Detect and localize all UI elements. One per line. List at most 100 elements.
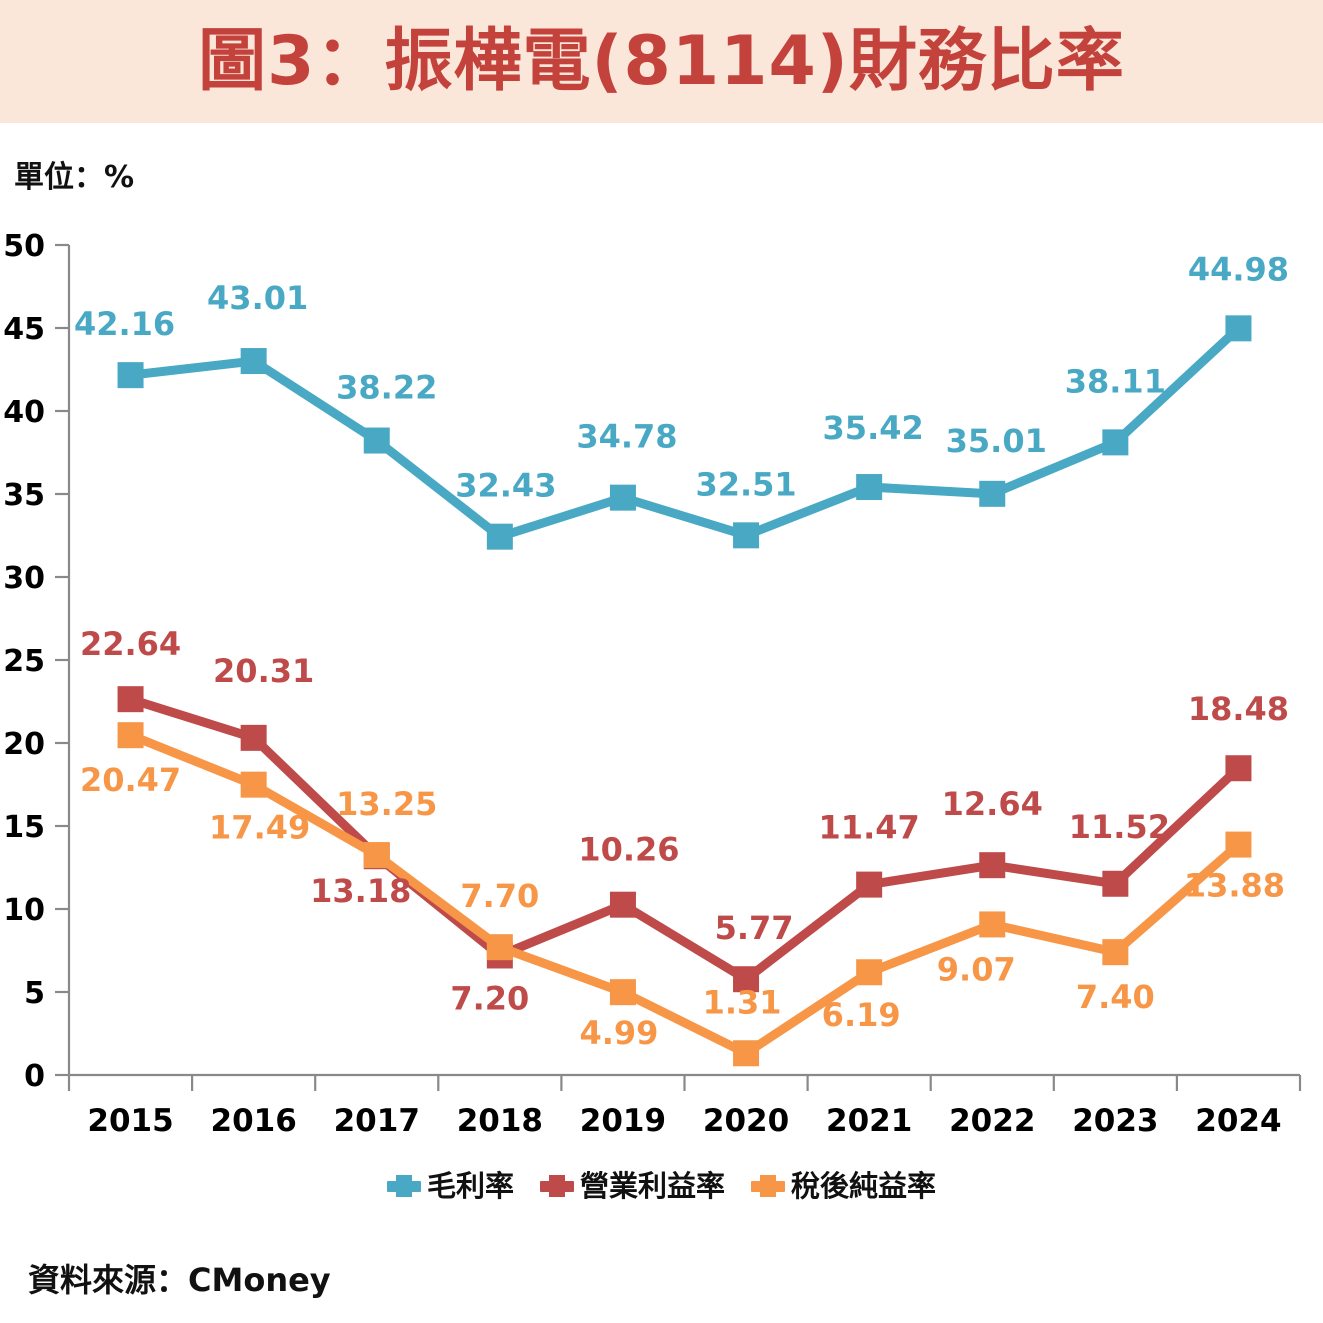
data-point-marker[interactable] — [979, 852, 1006, 879]
data-point-label: 6.19 — [822, 996, 901, 1034]
y-tick-label: 0 — [24, 1059, 45, 1094]
legend-swatch-icon-net-margin — [751, 1175, 785, 1197]
data-point-marker[interactable] — [1225, 315, 1252, 342]
data-point-marker[interactable] — [979, 911, 1006, 938]
data-point-label: 43.01 — [207, 279, 308, 317]
data-point-marker[interactable] — [240, 724, 267, 751]
page-title: 圖3：振樺電(8114)財務比率 — [198, 21, 1125, 101]
data-point-marker[interactable] — [1225, 831, 1252, 858]
x-tick-label: 2016 — [211, 1103, 297, 1139]
data-point-label: 1.31 — [703, 983, 782, 1021]
data-point-label: 38.11 — [1065, 362, 1166, 400]
legend-item-net-margin[interactable]: 稅後純益率 — [751, 1172, 936, 1201]
data-point-label: 11.47 — [819, 809, 920, 847]
data-point-marker[interactable] — [609, 891, 636, 918]
legend-label-operating-margin: 營業利益率 — [579, 1169, 725, 1203]
legend-label-net-margin: 稅後純益率 — [791, 1169, 937, 1203]
legend-item-operating-margin[interactable]: 營業利益率 — [539, 1169, 725, 1203]
data-labels-layer: 42.16 43.01 38.22 32.43 34.78 32.51 35.42 35.01… — [74, 250, 1289, 1052]
data-point-marker[interactable] — [1102, 939, 1129, 966]
data-point-label: 20.47 — [80, 761, 181, 799]
data-point-label: 22.64 — [80, 625, 181, 663]
data-point-label: 42.16 — [74, 305, 175, 343]
data-point-label: 9.07 — [937, 950, 1016, 988]
data-point-label: 13.18 — [310, 872, 411, 910]
data-point-label: 5.77 — [715, 909, 794, 947]
y-tick-label: 50 — [3, 229, 45, 264]
data-point-label: 35.01 — [946, 422, 1047, 460]
data-point-label: 20.31 — [213, 652, 314, 690]
title-banner: 圖3：振樺電(8114)財務比率 — [0, 0, 1323, 123]
data-point-marker[interactable] — [609, 484, 636, 511]
y-tick-label: 35 — [3, 478, 45, 513]
y-tick-label: 20 — [3, 727, 45, 762]
data-point-label: 7.40 — [1076, 978, 1155, 1016]
data-point-label: 7.20 — [450, 979, 529, 1017]
data-point-marker[interactable] — [856, 871, 883, 898]
data-point-marker[interactable] — [1102, 870, 1129, 897]
data-point-label: 7.70 — [460, 877, 539, 915]
data-point-label: 32.43 — [455, 467, 556, 505]
legend-item-gross-margin[interactable]: 毛利率 — [386, 1169, 514, 1203]
data-point-marker[interactable] — [240, 771, 267, 798]
y-tick-label: 10 — [3, 893, 45, 928]
data-point-marker[interactable] — [117, 722, 144, 749]
data-point-marker[interactable] — [117, 686, 144, 713]
x-tick-label: 2020 — [703, 1103, 789, 1139]
series-line — [126, 730, 1243, 1058]
legend-swatch-icon-gross-margin — [386, 1175, 421, 1197]
series-3 — [117, 722, 1252, 1067]
y-tick-label: 40 — [3, 395, 45, 430]
legend-swatch-icon-operating-margin — [539, 1175, 574, 1197]
data-point-marker[interactable] — [856, 474, 883, 501]
data-point-marker[interactable] — [486, 934, 513, 961]
x-tick-label: 2024 — [1195, 1103, 1281, 1139]
x-tick-label: 2021 — [826, 1103, 912, 1139]
data-point-marker[interactable] — [240, 348, 267, 375]
data-point-marker[interactable] — [733, 522, 760, 549]
y-tick-label: 25 — [3, 644, 45, 679]
data-point-marker[interactable] — [979, 480, 1006, 507]
x-axis-tick-labels: 2015 2016 2017 2018 2019 2020 2021 2022 2023 2024 — [87, 1103, 1281, 1139]
data-point-marker[interactable] — [733, 1040, 760, 1067]
x-tick-label: 2022 — [949, 1103, 1035, 1139]
data-point-label: 34.78 — [576, 418, 677, 456]
data-point-label: 10.26 — [578, 831, 679, 869]
data-point-label: 35.42 — [823, 409, 924, 447]
data-point-label: 17.49 — [209, 809, 310, 847]
data-point-label: 11.52 — [1069, 808, 1170, 846]
data-point-marker[interactable] — [117, 362, 144, 389]
data-point-label: 38.22 — [336, 369, 437, 407]
series-line — [126, 694, 1243, 984]
data-point-marker[interactable] — [1225, 755, 1252, 782]
data-point-marker[interactable] — [363, 842, 390, 869]
chart-legend: 毛利率 營業利益率 稅後純益率 — [0, 1172, 1323, 1201]
data-point-label: 32.51 — [695, 465, 796, 503]
data-point-label: 18.48 — [1188, 690, 1289, 728]
data-point-label: 4.99 — [579, 1014, 658, 1052]
data-point-marker[interactable] — [486, 523, 513, 550]
y-tick-label: 5 — [24, 976, 45, 1011]
data-point-marker[interactable] — [733, 966, 760, 993]
data-point-label: 12.64 — [942, 785, 1043, 823]
y-axis-group: 0 5 10 15 20 25 30 35 40 45 50 — [3, 229, 71, 1094]
y-tick-label: 15 — [3, 810, 45, 845]
y-tick-label: 30 — [3, 561, 45, 596]
source-note: 資料來源：CMoney — [28, 1261, 331, 1299]
unit-label: 單位：% — [14, 160, 135, 195]
x-tick-label: 2015 — [87, 1103, 173, 1139]
series-layer — [117, 315, 1252, 1067]
data-point-marker[interactable] — [1102, 429, 1129, 456]
x-axis-group: 2015 2016 2017 2018 2019 2020 2021 2022 2023 2024 — [67, 1073, 1302, 1139]
series-1 — [117, 315, 1252, 550]
data-point-marker[interactable] — [609, 979, 636, 1006]
x-axis-ticks — [67, 1075, 1302, 1091]
data-point-marker[interactable] — [856, 959, 883, 986]
x-tick-label: 2017 — [334, 1103, 420, 1139]
x-tick-label: 2019 — [580, 1103, 666, 1139]
series-line — [126, 323, 1243, 542]
data-point-marker[interactable] — [363, 427, 390, 454]
y-axis-ticks: 0 5 10 15 20 25 30 35 40 45 50 — [3, 229, 69, 1094]
legend-label-gross-margin: 毛利率 — [426, 1169, 514, 1203]
data-point-label: 44.98 — [1188, 250, 1289, 288]
